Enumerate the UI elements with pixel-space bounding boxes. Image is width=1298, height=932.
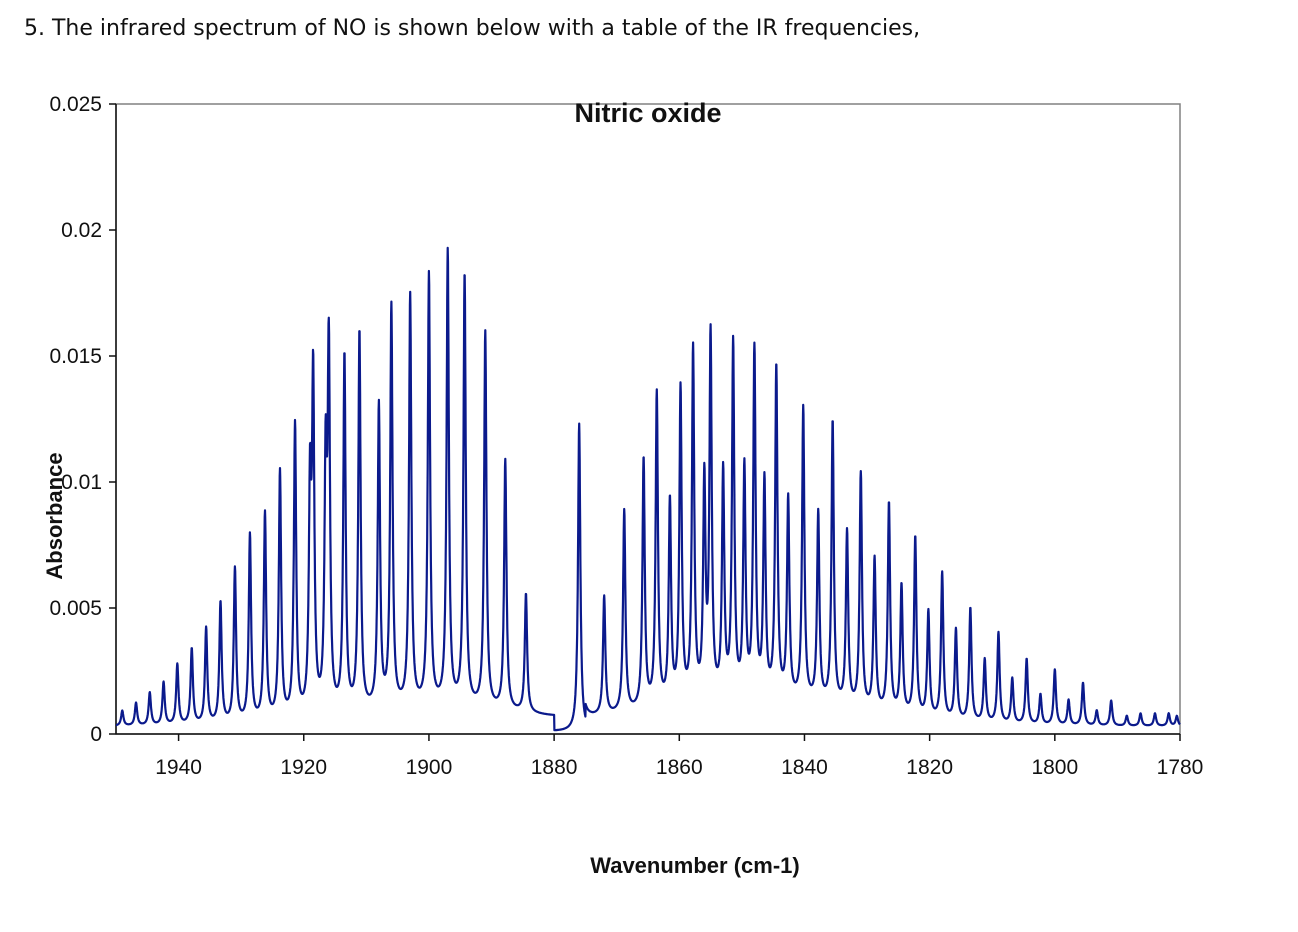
series-line-spectrum [115, 246, 1181, 732]
x-tick-label: 1820 [906, 756, 953, 779]
y-tick-label: 0.025 [49, 93, 102, 116]
x-tick-label: 1920 [280, 756, 327, 779]
x-tick-label: 1940 [155, 756, 202, 779]
x-tick-label: 1780 [1157, 756, 1204, 779]
y-tick-label: 0.01 [61, 471, 102, 494]
x-tick-label: 1880 [531, 756, 578, 779]
x-axis-ticks: 1940 1920 1900 1880 1860 1840 1820 1800 1780 [155, 734, 1203, 779]
y-tick-label: 0.02 [61, 219, 102, 242]
x-axis-title: Wavenumber (cm-1) [590, 853, 799, 878]
x-tick-label: 1840 [781, 756, 828, 779]
y-axis-title: Absorbance [42, 452, 67, 579]
x-tick-label: 1800 [1031, 756, 1078, 779]
y-tick-label: 0.015 [49, 345, 102, 368]
x-tick-label: 1860 [656, 756, 703, 779]
x-tick-label: 1900 [406, 756, 453, 779]
y-axis-ticks: 0 0.005 0.01 0.015 0.02 0.025 [49, 93, 116, 746]
plot-area [115, 103, 1181, 735]
chart-title: Nitric oxide [574, 98, 721, 128]
y-tick-label: 0.005 [49, 597, 102, 620]
y-tick-label: 0 [90, 723, 102, 746]
question-text: 5. The infrared spectrum of NO is shown … [24, 16, 921, 41]
